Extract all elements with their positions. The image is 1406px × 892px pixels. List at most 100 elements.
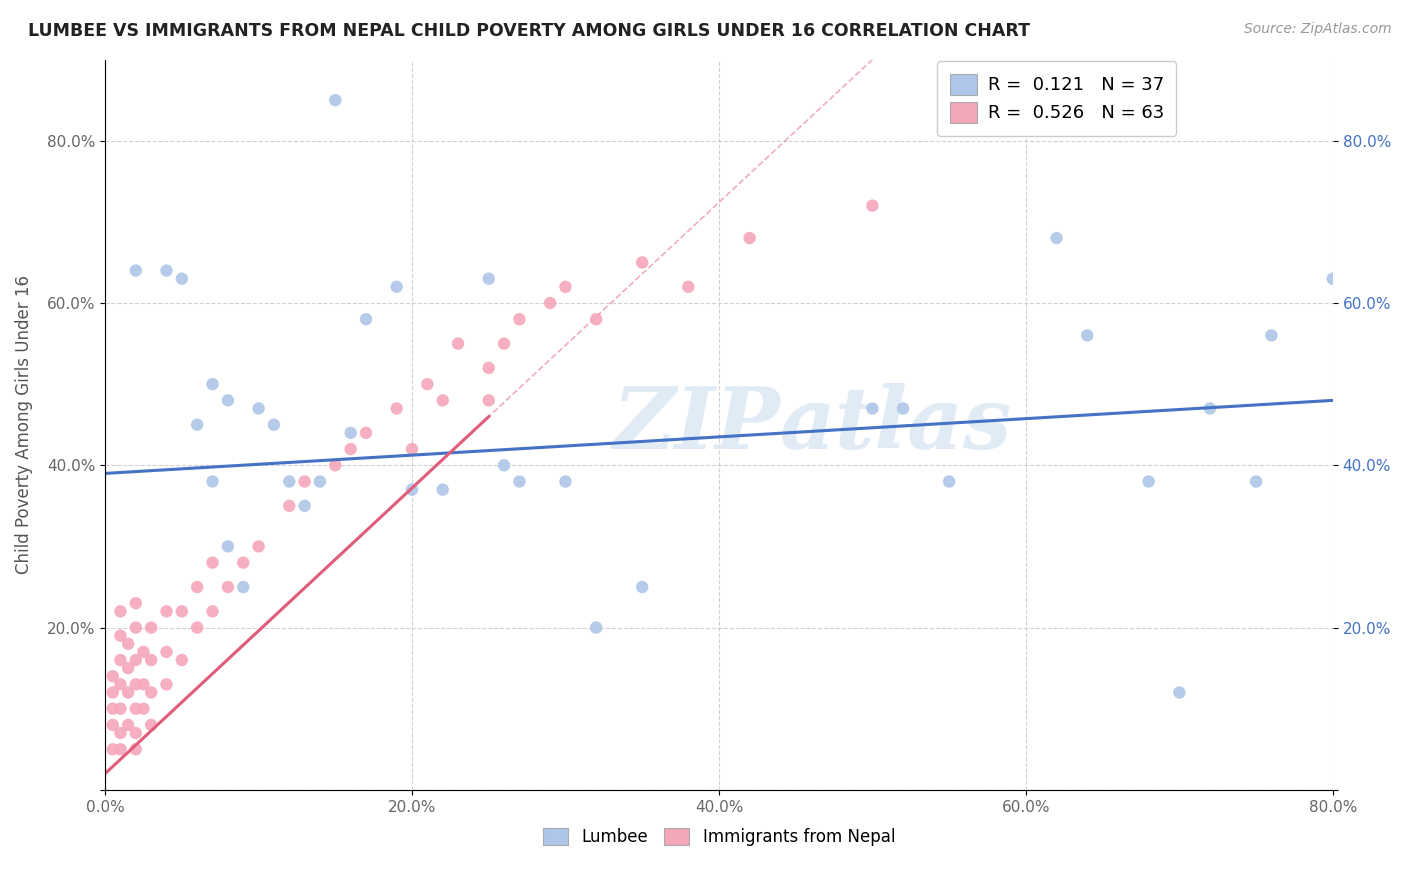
Point: [478, 271, 501, 285]
Point: [125, 596, 148, 610]
Point: [860, 401, 883, 416]
Legend: R =  0.121   N = 37, R =  0.526   N = 63: R = 0.121 N = 37, R = 0.526 N = 63: [936, 62, 1177, 136]
Point: [132, 702, 155, 716]
Point: [201, 556, 224, 570]
Point: [170, 604, 193, 618]
Point: [141, 685, 163, 699]
Point: [110, 702, 132, 716]
Point: [554, 475, 576, 489]
Point: [354, 425, 377, 440]
Point: [416, 377, 439, 392]
Point: [1199, 401, 1222, 416]
Point: [125, 726, 148, 740]
Point: [170, 653, 193, 667]
Point: [401, 442, 423, 456]
Point: [278, 475, 301, 489]
Point: [110, 604, 132, 618]
Point: [170, 271, 193, 285]
Point: [263, 417, 285, 432]
Point: [141, 718, 163, 732]
Point: [186, 417, 208, 432]
Point: [141, 621, 163, 635]
Text: atlas: atlas: [780, 383, 1012, 467]
Point: [117, 637, 139, 651]
Point: [101, 742, 124, 756]
Point: [110, 726, 132, 740]
Point: [186, 580, 208, 594]
Point: [1045, 231, 1067, 245]
Point: [125, 702, 148, 716]
Point: [125, 742, 148, 756]
Point: [1137, 475, 1160, 489]
Point: [554, 280, 576, 294]
Point: [101, 718, 124, 732]
Point: [110, 629, 132, 643]
Point: [294, 499, 316, 513]
Point: [385, 280, 408, 294]
Point: [401, 483, 423, 497]
Point: [678, 280, 700, 294]
Point: [217, 540, 239, 554]
Point: [631, 255, 654, 269]
Point: [110, 653, 132, 667]
Point: [101, 685, 124, 699]
Point: [201, 475, 224, 489]
Point: [217, 580, 239, 594]
Point: [201, 604, 224, 618]
Point: [1244, 475, 1267, 489]
Point: [141, 653, 163, 667]
Point: [738, 231, 761, 245]
Point: [323, 458, 346, 473]
Text: ZIP: ZIP: [613, 383, 780, 467]
Point: [508, 312, 530, 326]
Point: [117, 685, 139, 699]
Point: [132, 677, 155, 691]
Point: [631, 580, 654, 594]
Y-axis label: Child Poverty Among Girls Under 16: Child Poverty Among Girls Under 16: [15, 276, 32, 574]
Point: [585, 621, 607, 635]
Point: [117, 718, 139, 732]
Point: [354, 312, 377, 326]
Point: [125, 263, 148, 277]
Point: [447, 336, 470, 351]
Point: [201, 377, 224, 392]
Point: [217, 393, 239, 408]
Point: [110, 742, 132, 756]
Point: [117, 661, 139, 675]
Point: [323, 93, 346, 107]
Point: [494, 458, 516, 473]
Point: [125, 621, 148, 635]
Point: [155, 263, 177, 277]
Point: [1322, 271, 1344, 285]
Point: [585, 312, 607, 326]
Text: LUMBEE VS IMMIGRANTS FROM NEPAL CHILD POVERTY AMONG GIRLS UNDER 16 CORRELATION C: LUMBEE VS IMMIGRANTS FROM NEPAL CHILD PO…: [28, 22, 1031, 40]
Point: [247, 401, 270, 416]
Point: [891, 401, 914, 416]
Point: [432, 393, 454, 408]
Point: [155, 645, 177, 659]
Point: [494, 336, 516, 351]
Point: [938, 475, 960, 489]
Point: [125, 677, 148, 691]
Point: [309, 475, 332, 489]
Point: [101, 702, 124, 716]
Point: [538, 296, 561, 310]
Point: [339, 425, 361, 440]
Point: [478, 393, 501, 408]
Point: [508, 475, 530, 489]
Point: [1168, 685, 1191, 699]
Point: [132, 645, 155, 659]
Point: [186, 621, 208, 635]
Point: [110, 677, 132, 691]
Point: [155, 604, 177, 618]
Point: [339, 442, 361, 456]
Point: [155, 677, 177, 691]
Point: [232, 556, 254, 570]
Point: [232, 580, 254, 594]
Point: [385, 401, 408, 416]
Point: [1076, 328, 1098, 343]
Point: [478, 360, 501, 375]
Point: [860, 199, 883, 213]
Text: Source: ZipAtlas.com: Source: ZipAtlas.com: [1244, 22, 1392, 37]
Point: [125, 653, 148, 667]
